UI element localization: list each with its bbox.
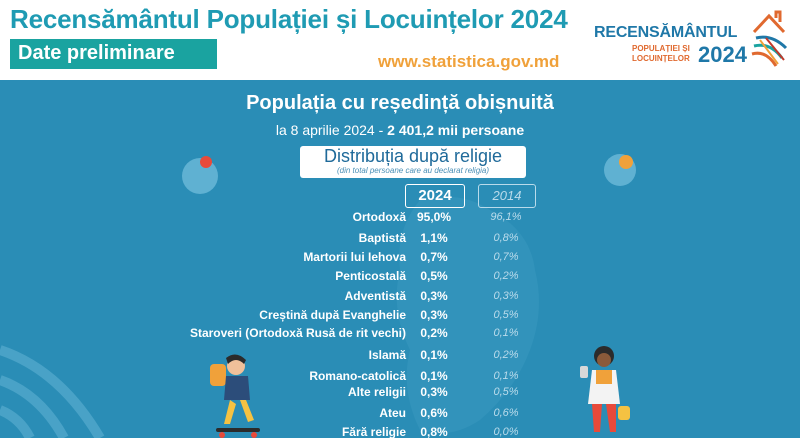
- statistics-panel: Populația cu reședință obișnuită la 8 ap…: [0, 80, 800, 438]
- row-label: Islamă: [368, 348, 406, 362]
- row-value-2014: 96,1%: [490, 211, 522, 223]
- row-label: Alte religii: [347, 385, 406, 399]
- subtitle-text: Date preliminare: [18, 42, 175, 64]
- circle-decoration-left: [182, 156, 218, 194]
- row-label: Staroveri (Ortodoxă Rusă de rit vechi): [189, 326, 406, 340]
- section-title: Distribuția după religie: [323, 146, 503, 166]
- logo-subtitle-line1: POPULAȚIEI ȘI: [632, 44, 690, 53]
- house-mark-icon: [751, 10, 788, 67]
- row-label: Penticostală: [335, 269, 406, 283]
- map-outline-decoration: [396, 196, 539, 434]
- panel-date: la 8 aprilie 2024 - 2 401,2 mii persoane: [0, 122, 800, 138]
- row-value-2014: 0,7%: [493, 251, 519, 263]
- year-previous-header: 2014: [478, 184, 536, 208]
- skateboarder-illustration: [210, 354, 260, 438]
- row-label: Fără religie: [341, 425, 406, 438]
- row-label: Martorii lui Iehova: [303, 250, 406, 264]
- row-value-2024: 0,3%: [420, 289, 448, 303]
- row-label: Creștină după Evanghelie: [259, 308, 406, 322]
- row-value-2014: 0,1%: [493, 370, 519, 382]
- section-note: (din total persoane care au declarat rel…: [336, 166, 490, 175]
- row-value-2024: 0,2%: [420, 326, 448, 340]
- row-label: Ateu: [379, 406, 406, 420]
- row-value-2024: 0,7%: [420, 250, 448, 264]
- row-value-2014: 0,5%: [493, 386, 519, 398]
- wave-lines-decoration: [0, 345, 105, 438]
- row-value-2024: 0,1%: [420, 369, 448, 383]
- row-value-2024: 0,3%: [420, 385, 448, 399]
- row-value-2014: 0,6%: [493, 407, 519, 419]
- panel-date-value: 2 401,2 mii persoane: [387, 122, 525, 138]
- woman-illustration: [580, 346, 630, 432]
- panel-date-prefix: la 8 aprilie 2024 -: [275, 122, 388, 138]
- website-link[interactable]: www.statistica.gov.md: [378, 52, 560, 71]
- row-value-2024: 0,5%: [420, 269, 448, 283]
- row-value-2024: 0,3%: [420, 308, 448, 322]
- census-logo: RECENSĂMÂNTUL POPULAȚIEI ȘI LOCUINȚELOR …: [588, 2, 794, 74]
- circle-decoration-right: [604, 154, 636, 186]
- row-label: Adventistă: [344, 289, 406, 303]
- row-value-2014: 0,0%: [493, 426, 519, 438]
- row-value-2014: 0,3%: [493, 290, 519, 302]
- row-value-2024: 0,1%: [420, 348, 448, 362]
- logo-word: RECENSĂMÂNTUL: [594, 24, 738, 41]
- logo-year: 2024: [698, 42, 747, 67]
- row-value-2014: 0,2%: [493, 270, 519, 282]
- row-label: Baptistă: [358, 231, 406, 245]
- row-value-2014: 0,8%: [493, 232, 519, 244]
- row-label: Ortodoxă: [352, 210, 406, 224]
- row-label: Romano-catolică: [309, 369, 406, 383]
- row-value-2024: 0,6%: [420, 406, 448, 420]
- row-value-2014: 0,2%: [493, 349, 519, 361]
- logo-subtitle-line2: LOCUINȚELOR: [632, 54, 690, 63]
- row-value-2014: 0,5%: [493, 309, 519, 321]
- row-value-2024: 1,1%: [420, 231, 448, 245]
- row-value-2024: 0,8%: [420, 425, 448, 438]
- section-title-box: Distribuția după religie (din total pers…: [300, 146, 526, 178]
- row-value-2014: 0,1%: [493, 327, 519, 339]
- panel-title: Populația cu reședință obișnuită: [246, 92, 554, 114]
- subtitle-badge: Date preliminare: [10, 39, 217, 69]
- page-title: Recensământul Populației și Locuințelor …: [10, 4, 568, 34]
- row-value-2024: 95,0%: [416, 210, 452, 224]
- year-current-header: 2024: [405, 184, 465, 208]
